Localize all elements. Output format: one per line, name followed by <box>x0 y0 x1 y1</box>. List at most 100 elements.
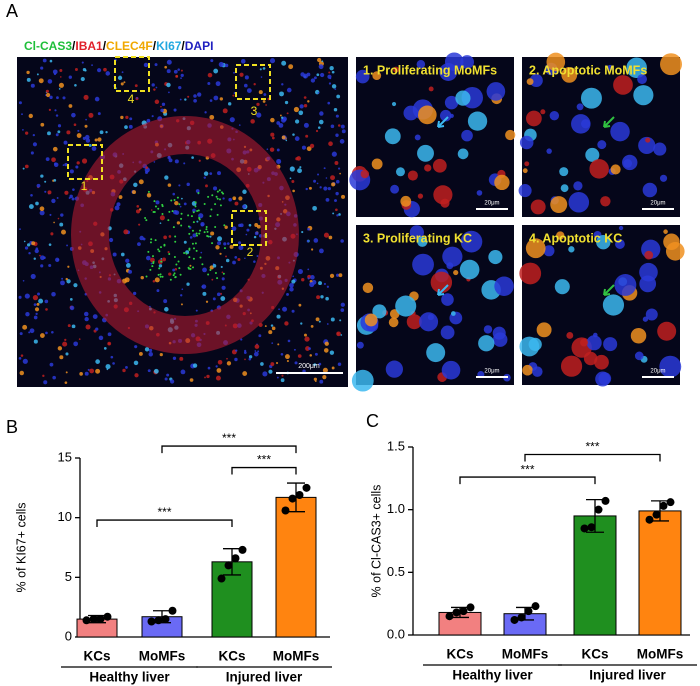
region-box <box>231 210 267 246</box>
cell <box>50 232 54 236</box>
cell <box>339 319 342 322</box>
cell <box>303 104 308 108</box>
apoptotic-cell <box>153 200 156 203</box>
cell <box>26 70 30 75</box>
cell <box>260 76 263 78</box>
cell <box>154 63 158 67</box>
cell <box>306 240 309 243</box>
cell <box>253 260 256 263</box>
data-point <box>666 498 675 507</box>
region-label: 4 <box>128 92 135 106</box>
cell <box>256 112 262 118</box>
cell <box>314 352 318 356</box>
cell <box>65 352 69 356</box>
cell <box>287 339 291 343</box>
cell <box>457 148 469 160</box>
cell <box>195 189 200 193</box>
apoptotic-cell <box>218 198 221 201</box>
cell <box>32 295 39 301</box>
cell <box>47 79 53 84</box>
cell <box>322 374 327 380</box>
cell <box>340 124 345 129</box>
cell <box>209 99 213 102</box>
data-point <box>645 515 654 524</box>
cell <box>134 84 138 88</box>
cell <box>232 94 235 97</box>
cell <box>307 277 310 280</box>
cell <box>123 81 126 84</box>
cell <box>603 337 618 352</box>
cell <box>226 242 230 245</box>
cell <box>626 57 647 79</box>
cell <box>59 355 64 360</box>
cell <box>39 210 45 216</box>
cell <box>403 105 419 121</box>
cell <box>177 68 180 71</box>
cell <box>53 221 55 224</box>
cell <box>400 195 412 207</box>
cell <box>356 341 364 349</box>
cell <box>212 297 216 301</box>
apoptotic-cell <box>179 273 182 276</box>
cell <box>32 133 35 137</box>
apoptotic-cell <box>157 248 160 251</box>
cell <box>355 69 370 84</box>
cell <box>253 235 257 239</box>
cell <box>151 83 155 87</box>
apoptotic-cell <box>214 225 217 228</box>
cell <box>270 324 274 327</box>
data-point <box>452 608 461 617</box>
cell <box>125 115 129 119</box>
cell <box>183 202 187 206</box>
bar <box>638 510 682 636</box>
cell <box>112 362 115 365</box>
y-tick-label: 15 <box>58 449 72 464</box>
y-tick-label: 1.0 <box>387 501 405 516</box>
cell <box>281 135 286 140</box>
cell <box>291 309 295 313</box>
significance-bracket <box>96 519 233 528</box>
cell <box>226 357 228 360</box>
cell <box>137 242 141 246</box>
cell <box>526 78 534 86</box>
cell <box>180 77 182 80</box>
cell <box>594 354 609 370</box>
cell <box>253 83 256 86</box>
cell <box>22 358 28 364</box>
cell <box>524 161 530 167</box>
cell <box>317 173 320 176</box>
cell <box>64 163 68 167</box>
cell <box>219 97 223 101</box>
cell <box>593 332 598 338</box>
cell <box>159 215 165 221</box>
cell <box>299 166 302 169</box>
apoptotic-cell <box>206 230 209 233</box>
cell <box>114 205 120 211</box>
cell <box>278 308 280 311</box>
data-point <box>238 545 247 554</box>
cell <box>224 63 229 68</box>
cell <box>220 265 223 269</box>
cell <box>42 374 45 378</box>
cell <box>323 348 329 353</box>
cell <box>518 184 532 198</box>
cell <box>120 252 125 257</box>
stain-name: CLEC4F <box>106 39 153 53</box>
cell <box>125 366 128 369</box>
apoptotic-cell <box>211 242 214 245</box>
cell <box>154 277 160 283</box>
cell <box>335 133 339 137</box>
region-box <box>235 64 271 100</box>
cell <box>103 67 107 72</box>
bar <box>275 496 317 638</box>
data-point <box>288 494 297 503</box>
cell <box>34 307 40 312</box>
cell <box>223 242 227 246</box>
cell <box>324 341 329 346</box>
cell <box>69 305 75 311</box>
cell <box>304 336 310 342</box>
cell <box>393 66 399 73</box>
cell <box>151 115 154 118</box>
cell <box>180 303 183 306</box>
cell <box>303 333 307 337</box>
